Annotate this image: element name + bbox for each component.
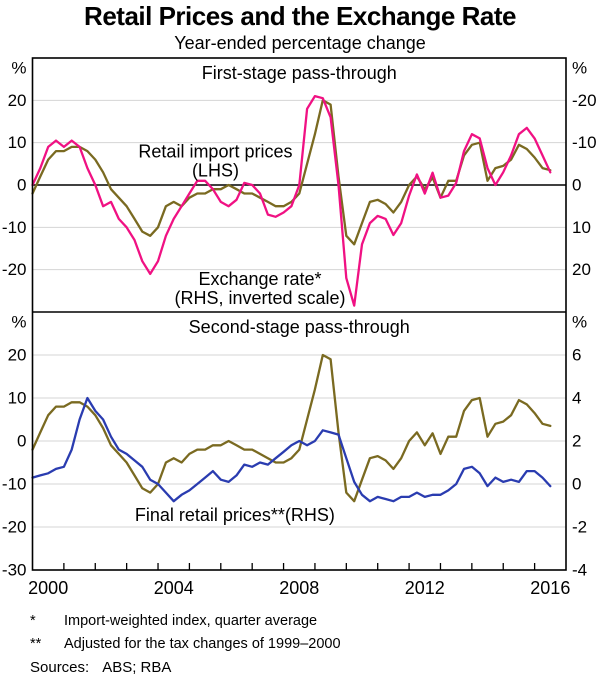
right-axis-tick-label: 0 [572, 176, 581, 195]
right-axis-tick-label: 6 [572, 346, 581, 365]
right-axis-tick-label: -2 [572, 518, 587, 537]
left-axis-tick-label: 20 [8, 346, 27, 365]
left-axis-unit: % [11, 59, 26, 78]
left-axis-tick-label: -30 [2, 561, 27, 580]
x-axis-year-label: 2008 [279, 578, 319, 598]
footnote-1-marker: * [30, 613, 36, 629]
left-axis-tick-label: 10 [8, 389, 27, 408]
chart-element [31, 57, 567, 571]
series-label: Final retail prices**(RHS) [135, 505, 335, 525]
right-axis-unit: % [572, 313, 587, 332]
series-label: Retail import prices [138, 142, 292, 162]
left-axis-tick-label: -10 [2, 218, 27, 237]
series-label: (RHS, inverted scale) [174, 288, 345, 308]
series-line-exchange-rate [31, 94, 552, 307]
footnote-2-marker: ** [30, 636, 42, 652]
left-axis-tick-label: -20 [2, 260, 27, 279]
series-line-final-retail-prices [31, 396, 552, 503]
sources-label: Sources: [30, 659, 90, 676]
x-axis: 2000 2004 2008 2012 2016 [28, 563, 570, 598]
x-axis-year-label: 2016 [530, 578, 570, 598]
footnote-2-text: Adjusted for the tax changes of 1999–200… [64, 636, 341, 652]
left-axis-tick-label: 0 [17, 432, 26, 451]
footnotes: * Import-weighted index, quarter average… [30, 613, 590, 676]
right-axis-unit: % [572, 59, 587, 78]
series-line-retail-import-prices [31, 353, 552, 503]
panel-1: Retail import prices(LHS) Exchange rate*(… [2, 59, 597, 308]
right-axis-tick-label: 4 [572, 389, 581, 408]
x-axis-year-label: 2004 [154, 578, 194, 598]
series-label: Exchange rate* [198, 269, 321, 289]
series-line-retail-import-prices [31, 99, 552, 246]
footnote-2: ** Adjusted for the tax changes of 1999–… [30, 636, 590, 652]
right-axis-tick-label: -10 [572, 133, 597, 152]
chart-canvas: Retail import prices(LHS) Exchange rate*(… [2, 57, 597, 598]
panel-title: Second-stage pass-through [189, 317, 410, 337]
right-axis-tick-label: -4 [572, 561, 587, 580]
left-axis-tick-label: -10 [2, 475, 27, 494]
left-axis-tick-label: -20 [2, 518, 27, 537]
sources-line: Sources: ABS; RBA [30, 659, 590, 676]
left-axis-tick-label: 10 [8, 133, 27, 152]
sources-value: ABS; RBA [102, 659, 172, 676]
right-axis-tick-label: 20 [572, 260, 591, 279]
left-axis-unit: % [11, 313, 26, 332]
chart-subtitle: Year-ended percentage change [174, 33, 426, 53]
left-axis-tick-label: 0 [17, 176, 26, 195]
x-axis-year-label: 2012 [405, 578, 445, 598]
right-axis-tick-label: 10 [572, 218, 591, 237]
footnote-1: * Import-weighted index, quarter average [30, 613, 590, 629]
right-axis-tick-label: 0 [572, 475, 581, 494]
panel-title: First-stage pass-through [202, 63, 397, 83]
x-axis-year-label: 2000 [28, 578, 68, 598]
footnote-1-text: Import-weighted index, quarter average [64, 613, 318, 629]
panel-2: Final retail prices**(RHS) Second-stage p… [2, 313, 587, 580]
right-axis-tick-label: 2 [572, 432, 581, 451]
series-label: (LHS) [192, 161, 239, 181]
frame [31, 57, 567, 571]
left-axis-tick-label: 20 [8, 91, 27, 110]
chart-title: Retail Prices and the Exchange Rate [84, 1, 516, 31]
right-axis-tick-label: -20 [572, 91, 597, 110]
